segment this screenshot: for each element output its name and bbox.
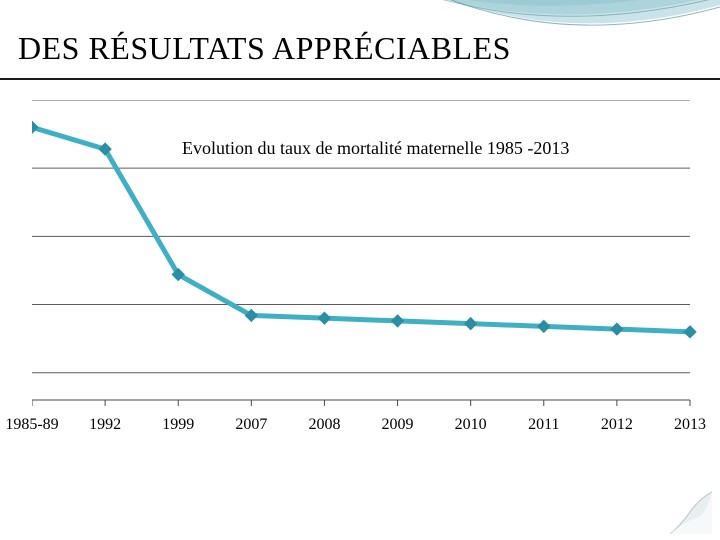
x-axis-label: 2008 bbox=[308, 416, 340, 434]
chart-legend: Evolution du taux de mortalité maternell… bbox=[182, 138, 569, 159]
x-axis-label: 2010 bbox=[455, 416, 487, 434]
slide: DES RÉSULTATS APPRÉCIABLES Evolution du … bbox=[0, 0, 720, 540]
x-axis-label: 1999 bbox=[162, 416, 194, 434]
mortality-chart: Evolution du taux de mortalité maternell… bbox=[32, 100, 702, 460]
x-axis-label: 1985-89 bbox=[5, 416, 58, 434]
x-axis-label: 2007 bbox=[235, 416, 267, 434]
x-axis-label: 1992 bbox=[89, 416, 121, 434]
x-axis-label: 2009 bbox=[382, 416, 414, 434]
x-axis-label: 2012 bbox=[601, 416, 633, 434]
page-title: DES RÉSULTATS APPRÉCIABLES bbox=[18, 30, 511, 67]
x-axis-label: 2011 bbox=[528, 416, 559, 434]
x-axis-label: 2013 bbox=[674, 416, 706, 434]
page-curl-icon bbox=[666, 488, 712, 534]
title-underline bbox=[0, 78, 720, 80]
